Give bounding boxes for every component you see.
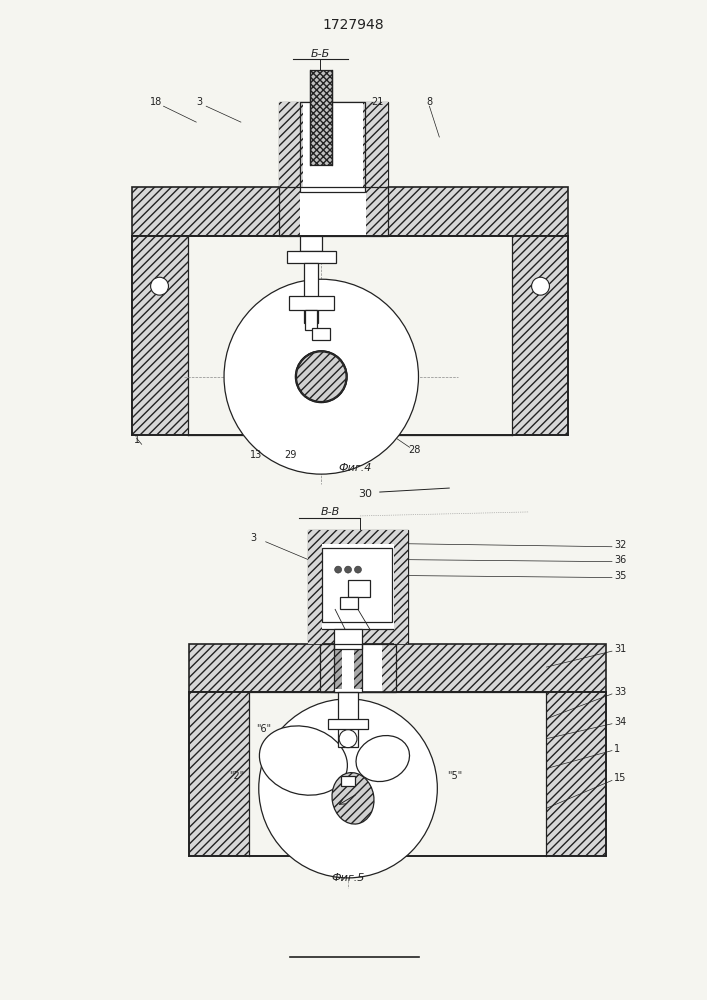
Bar [286,251,336,263]
Text: 32: 32 [614,540,626,550]
Bar [310,70,332,165]
Ellipse shape [296,352,346,402]
Text: 18: 18 [151,97,163,107]
Circle shape [334,566,341,573]
Bar [189,692,606,856]
Text: 33: 33 [614,687,626,697]
Text: 1: 1 [134,435,140,445]
Text: 21: 21 [372,97,384,107]
Bar [334,644,362,692]
Bar [308,530,322,644]
Text: 29: 29 [284,450,297,460]
Text: "2": "2" [229,771,244,781]
Ellipse shape [259,726,347,795]
Bar [132,236,188,435]
Circle shape [339,730,357,748]
Bar [279,187,300,236]
Bar [341,776,355,786]
Text: 31: 31 [614,644,626,654]
Text: 36: 36 [614,555,626,565]
Circle shape [224,279,419,474]
Text: Фиг.5: Фиг.5 [332,873,365,883]
Bar [334,629,362,649]
Bar [308,530,407,644]
Bar [328,719,368,729]
Bar [189,692,249,856]
Bar [382,644,396,692]
Text: Фиг.4: Фиг.4 [339,463,372,473]
Bar [338,692,358,747]
Bar [348,580,370,597]
Bar [354,647,362,689]
Circle shape [354,566,361,573]
Bar [340,597,358,609]
Bar [366,187,387,236]
Ellipse shape [356,736,409,782]
Bar [305,310,317,330]
Text: Б-Б: Б-Б [310,49,330,59]
Text: "5": "5" [448,771,462,781]
Bar [279,187,387,236]
Bar [288,296,334,310]
Text: 3: 3 [251,533,257,543]
Text: 28: 28 [409,445,421,455]
Circle shape [296,351,347,403]
Text: 1727948: 1727948 [322,18,384,32]
Bar [305,263,318,323]
Bar [300,102,365,192]
Bar [394,530,407,644]
Bar [279,102,387,192]
Text: 15: 15 [614,773,626,783]
Bar [300,236,322,251]
Bar [512,236,568,435]
Bar [300,102,365,192]
Bar [320,644,396,692]
Circle shape [344,566,351,573]
Bar [189,644,606,692]
Bar [334,647,342,689]
Text: 30: 30 [358,489,372,499]
Text: 35: 35 [614,571,626,581]
Text: 8: 8 [426,97,433,107]
Bar [279,102,303,192]
Circle shape [259,699,438,878]
Circle shape [532,277,549,295]
Bar [363,102,387,192]
Bar [132,236,568,435]
Bar [279,187,387,236]
Text: 13: 13 [250,450,262,460]
Bar [322,548,392,622]
Bar [308,530,407,544]
Bar [547,692,606,856]
Bar [334,644,362,692]
Text: "6": "6" [256,724,271,734]
Text: 3: 3 [196,97,202,107]
Text: 34: 34 [614,717,626,727]
Text: 1: 1 [614,744,620,754]
Bar [132,187,568,236]
Bar [320,542,395,629]
Bar [320,644,396,692]
Circle shape [151,277,168,295]
Ellipse shape [332,773,374,824]
Bar [320,644,334,692]
Bar [312,328,330,340]
Text: В-В: В-В [320,507,340,517]
